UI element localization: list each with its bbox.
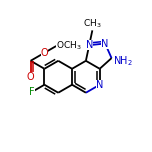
Text: N: N	[86, 40, 93, 50]
Text: NH$_2$: NH$_2$	[113, 54, 133, 68]
Text: N: N	[96, 80, 103, 90]
Text: N: N	[101, 38, 109, 48]
Text: F: F	[29, 87, 35, 97]
Text: O: O	[41, 48, 48, 58]
Text: OCH$_3$: OCH$_3$	[56, 40, 82, 52]
Text: CH$_3$: CH$_3$	[83, 18, 102, 30]
Text: O: O	[27, 72, 34, 82]
